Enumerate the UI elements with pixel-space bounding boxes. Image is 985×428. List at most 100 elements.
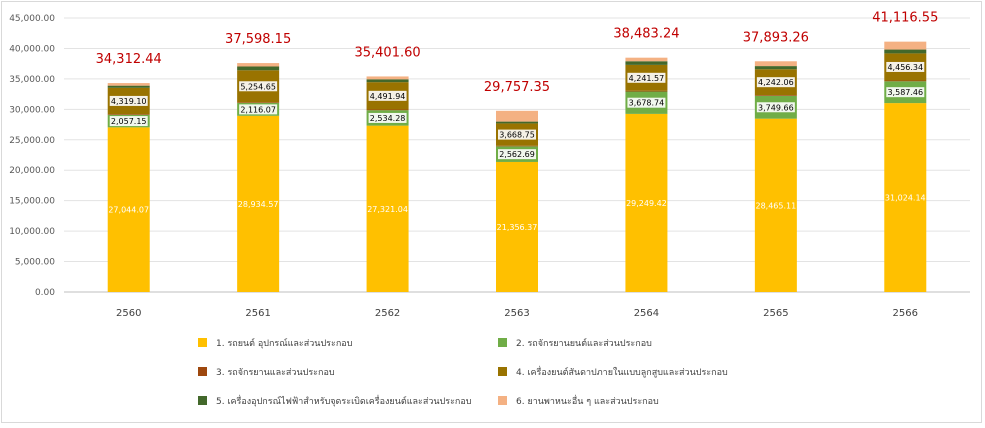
legend-swatch [198, 396, 207, 405]
data-label-background [368, 112, 407, 123]
legend-item: 6. ยานพาหนะอื่น ๆ และส่วนประกอบ [498, 394, 659, 407]
y-tick-label: 10,000.00 [9, 227, 55, 237]
bar-data-label: 4,491.94 [370, 92, 406, 101]
bar-data-label: 4,242.06 [758, 78, 794, 87]
bar-segment [754, 61, 797, 67]
bar-segment [496, 161, 538, 292]
y-tick-label: 35,000.00 [9, 75, 55, 85]
legend-swatch [498, 367, 507, 376]
y-tick-label: 15,000.00 [9, 197, 55, 207]
total-label: 37,598.15 [225, 32, 291, 47]
bar-segment [366, 76, 409, 80]
bar-data-label: 5,254.65 [240, 82, 276, 91]
bar-data-label: 31,024.14 [885, 194, 926, 203]
legend-swatch [498, 338, 507, 347]
data-label-background [627, 72, 666, 83]
bar-data-label: 28,465.11 [755, 201, 796, 210]
bar-data-label: 27,321.04 [367, 205, 408, 214]
bar-segment [366, 109, 409, 111]
bar-data-label: 2,057.15 [111, 117, 147, 126]
x-tick-label: 2566 [893, 308, 918, 319]
bar-segment [496, 110, 538, 122]
total-label: 29,757.35 [484, 80, 550, 95]
data-label-background [239, 104, 278, 115]
data-label-background [109, 116, 148, 127]
legend-item: 5. เครื่องอุปกรณ์ไฟฟ้าสำหรับจุดระเบิดเคร… [198, 394, 472, 407]
legend-item: 4. เครื่องยนต์สันดาปภายในแบบลูกสูบและส่ว… [498, 365, 728, 378]
bar-segment [625, 61, 668, 65]
legend-swatch [498, 396, 507, 405]
bar-segment [884, 41, 927, 50]
bar-data-label: 3,749.66 [758, 103, 794, 112]
total-label: 34,312.44 [96, 52, 162, 67]
bar-data-label: 4,241.57 [629, 74, 665, 83]
bar-segment [366, 125, 409, 292]
x-tick-label: 2562 [375, 308, 400, 319]
legend-label: 3. รถจักรยานและส่วนประกอบ [216, 368, 335, 378]
bar-segment [884, 103, 927, 292]
legend-label: 2. รถจักรยานยนต์และส่วนประกอบ [516, 337, 652, 349]
y-tick-label: 0.00 [35, 288, 55, 298]
bar-data-label: 3,678.74 [629, 99, 665, 108]
bar-data-label: 2,562.69 [499, 150, 535, 159]
bar-segment [107, 83, 150, 86]
total-label: 41,116.55 [872, 11, 938, 26]
bar-segment [884, 49, 927, 54]
y-tick-label: 40,000.00 [9, 44, 55, 54]
y-tick-label: 30,000.00 [9, 105, 55, 115]
x-tick-label: 2561 [245, 308, 270, 319]
data-label-background [498, 129, 536, 140]
x-tick-label: 2560 [116, 308, 141, 319]
bar-segment [237, 115, 280, 292]
x-tick-label: 2564 [634, 308, 659, 319]
bar-segment [237, 66, 280, 71]
data-label-background [886, 61, 925, 72]
data-label-background [239, 81, 278, 92]
bar-data-label: 27,044.07 [108, 206, 149, 215]
legend-label: 6. ยานพาหนะอื่น ๆ และส่วนประกอบ [516, 394, 659, 407]
bar-segment [754, 95, 797, 96]
data-label-background [109, 95, 148, 106]
y-tick-label: 5,000.00 [15, 258, 55, 268]
legend-item: 2. รถจักรยานยนต์และส่วนประกอบ [498, 337, 652, 349]
bar-segment [237, 102, 280, 103]
y-tick-label: 45,000.00 [9, 14, 55, 24]
legend: 1. รถยนต์ อุปกรณ์และส่วนประกอบ 2. รถจักรย… [198, 337, 728, 407]
bar-data-label: 4,456.34 [887, 63, 923, 72]
bars: 27,044.07 2,057.15 4,319.10 34,312.44 28,934… [96, 11, 938, 292]
legend-item: 1. รถยนต์ อุปกรณ์และส่วนประกอบ [198, 337, 353, 349]
bar-segment [237, 63, 280, 67]
data-label-background [756, 77, 795, 88]
bar-data-label: 2,534.28 [370, 114, 406, 123]
data-label-background [627, 97, 666, 108]
x-axis-ticks: 2560 2561 2562 2563 2564 2565 2566 [116, 308, 918, 319]
y-axis-ticks: 0.00 5,000.00 10,000.00 15,000.00 20,000.00 2… [9, 14, 55, 298]
bar-segment [496, 145, 538, 147]
bar-data-label: 28,934.57 [238, 200, 279, 209]
legend-item: 3. รถจักรยานและส่วนประกอบ [198, 367, 335, 378]
bar-segment [107, 114, 150, 115]
legend-label: 4. เครื่องยนต์สันดาปภายในแบบลูกสูบและส่ว… [516, 365, 728, 378]
bar-segment [625, 90, 668, 92]
x-tick-label: 2563 [504, 308, 529, 319]
bar-data-label: 3,668.75 [499, 131, 535, 140]
bar-segment [884, 80, 927, 82]
legend-label: 1. รถยนต์ อุปกรณ์และส่วนประกอบ [216, 337, 353, 349]
y-tick-label: 20,000.00 [9, 166, 55, 176]
bar-data-label: 3,587.46 [887, 88, 923, 97]
bar-data-label: 21,356.37 [497, 223, 538, 232]
legend-label: 5. เครื่องอุปกรณ์ไฟฟ้าสำหรับจุดระเบิดเคร… [216, 394, 472, 407]
data-label-background [368, 90, 407, 101]
bar-data-label: 29,249.42 [626, 199, 667, 208]
legend-swatch [198, 338, 207, 347]
bar-data-label: 2,116.07 [240, 105, 276, 114]
bar-segment [366, 79, 409, 83]
x-tick-label: 2565 [763, 308, 788, 319]
bar-segment [754, 118, 797, 292]
bar-segment [107, 85, 150, 88]
data-label-background [756, 102, 795, 113]
bar-segment [754, 66, 797, 70]
y-tick-label: 25,000.00 [9, 136, 55, 146]
